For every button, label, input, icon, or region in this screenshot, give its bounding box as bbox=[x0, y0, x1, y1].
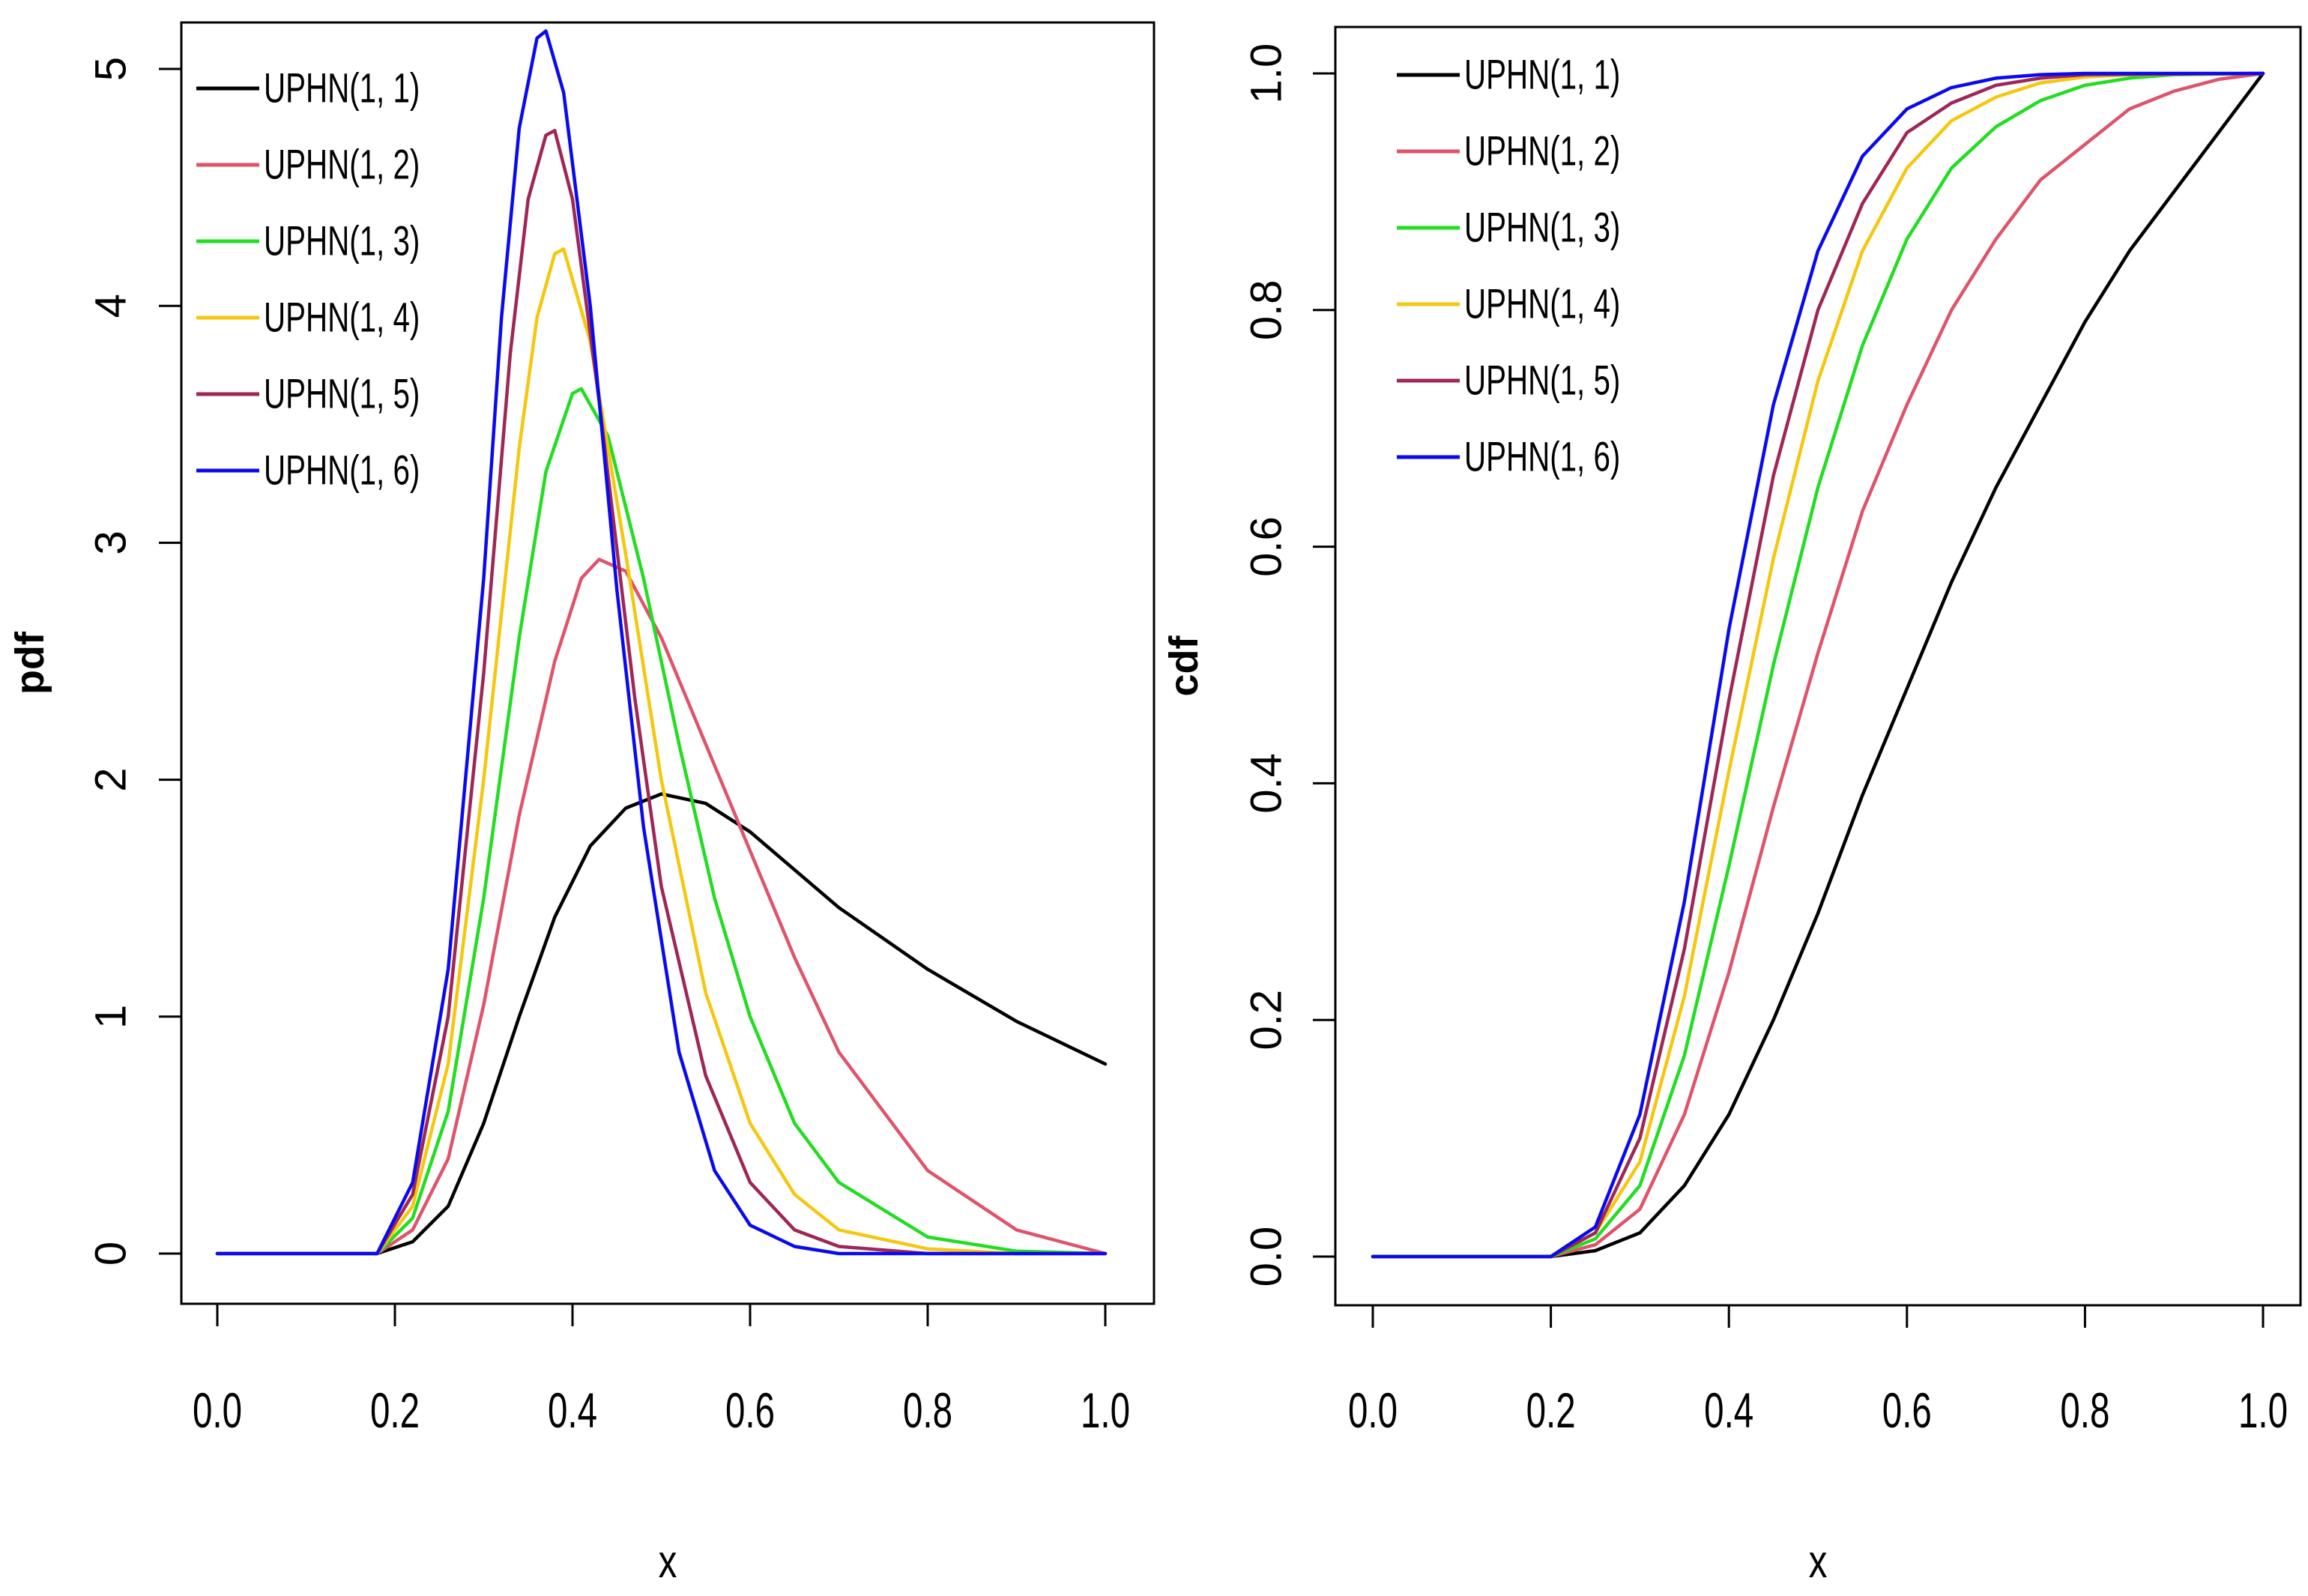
cdf-x-tick-label: 0.8 bbox=[2060, 1383, 2109, 1438]
cdf-legend-label-2: UPHN(1, 2) bbox=[1464, 128, 1620, 175]
pdf-legend-label-5: UPHN(1, 5) bbox=[264, 371, 420, 417]
cdf-legend-label-4: UPHN(1, 4) bbox=[1464, 281, 1620, 327]
pdf-y-tick-label: 3 bbox=[87, 531, 136, 554]
cdf-legend-label-5: UPHN(1, 5) bbox=[1464, 357, 1620, 404]
pdf-y-tick-label: 1 bbox=[87, 1005, 136, 1029]
pdf-x-tick-label: 0.0 bbox=[193, 1383, 242, 1438]
pdf-series-line-1 bbox=[215, 792, 1108, 1256]
cdf-y-tick-label: 0.8 bbox=[1242, 279, 1291, 340]
pdf-plot-frame bbox=[180, 21, 1155, 1305]
cdf-legend-label-6: UPHN(1, 6) bbox=[1464, 434, 1620, 480]
cdf-x-tick-label: 0.6 bbox=[1882, 1383, 1932, 1438]
pdf-legend-label-4: UPHN(1, 4) bbox=[264, 294, 420, 341]
cdf-series-line-5 bbox=[1371, 71, 2265, 1259]
pdf-x-tick-label: 1.0 bbox=[1081, 1383, 1130, 1438]
cdf-series-line-6 bbox=[1371, 71, 2265, 1259]
cdf-y-tick-label: 0.0 bbox=[1242, 1227, 1291, 1287]
pdf-series-line-2 bbox=[215, 557, 1108, 1256]
pdf-y-tick-label: 4 bbox=[87, 294, 136, 318]
pdf-legend-label-1: UPHN(1, 1) bbox=[264, 65, 420, 112]
pdf-y-axis-label: pdf bbox=[7, 631, 52, 695]
cdf-legend-label-1: UPHN(1, 1) bbox=[1464, 52, 1620, 98]
cdf-legend-label-3: UPHN(1, 3) bbox=[1464, 205, 1620, 251]
pdf-x-axis-label: x bbox=[659, 1535, 677, 1588]
pdf-y-tick-label: 5 bbox=[87, 57, 136, 81]
pdf-y-tick-label: 0 bbox=[87, 1242, 136, 1266]
pdf-series-line-6 bbox=[215, 29, 1108, 1256]
cdf-series-line-3 bbox=[1371, 71, 2265, 1259]
pdf-x-tick-label: 0.4 bbox=[548, 1383, 597, 1438]
pdf-series-line-3 bbox=[215, 387, 1108, 1256]
pdf-legend: UPHN(1, 1) UPHN(1, 2) UPHN(1, 3) UPHN(1, 4)… bbox=[196, 65, 420, 494]
pdf-x-tick-label: 0.6 bbox=[725, 1383, 775, 1438]
cdf-y-tick-label: 0.2 bbox=[1242, 990, 1291, 1051]
cdf-x-tick-label: 0.0 bbox=[1348, 1383, 1398, 1438]
cdf-y-tick-label: 0.6 bbox=[1242, 516, 1291, 577]
pdf-x-tick-label: 0.2 bbox=[370, 1383, 420, 1438]
cdf-series-line-4 bbox=[1371, 71, 2265, 1259]
pdf-series-line-5 bbox=[215, 128, 1108, 1256]
cdf-y-axis-label: cdf bbox=[1161, 635, 1206, 696]
pdf-legend-label-6: UPHN(1, 6) bbox=[264, 447, 420, 494]
cdf-x-tick-label: 0.2 bbox=[1526, 1383, 1576, 1438]
cdf-y-tick-label: 1.0 bbox=[1242, 43, 1291, 104]
cdf-x-tick-label: 0.4 bbox=[1704, 1383, 1753, 1438]
cdf-series-line-1 bbox=[1371, 71, 2265, 1259]
cdf-y-tick-label: 0.4 bbox=[1242, 753, 1291, 814]
pdf-legend-label-2: UPHN(1, 2) bbox=[264, 142, 420, 188]
cdf-panel: 0.0 0.2 0.4 0.6 0.8 1.0 0.0 0.2 0.4 0.6 0.8 1.0 x cdf… bbox=[1161, 25, 2302, 1588]
pdf-x-tick-label: 0.8 bbox=[903, 1383, 952, 1438]
cdf-x-axis-label: x bbox=[1809, 1535, 1828, 1588]
cdf-x-tick-label: 1.0 bbox=[2238, 1383, 2288, 1438]
pdf-legend-label-3: UPHN(1, 3) bbox=[264, 218, 420, 265]
cdf-series-line-2 bbox=[1371, 71, 2265, 1259]
cdf-legend: UPHN(1, 1) UPHN(1, 2) UPHN(1, 3) UPHN(1, 4)… bbox=[1397, 52, 1620, 480]
pdf-y-tick-label: 2 bbox=[87, 767, 136, 791]
